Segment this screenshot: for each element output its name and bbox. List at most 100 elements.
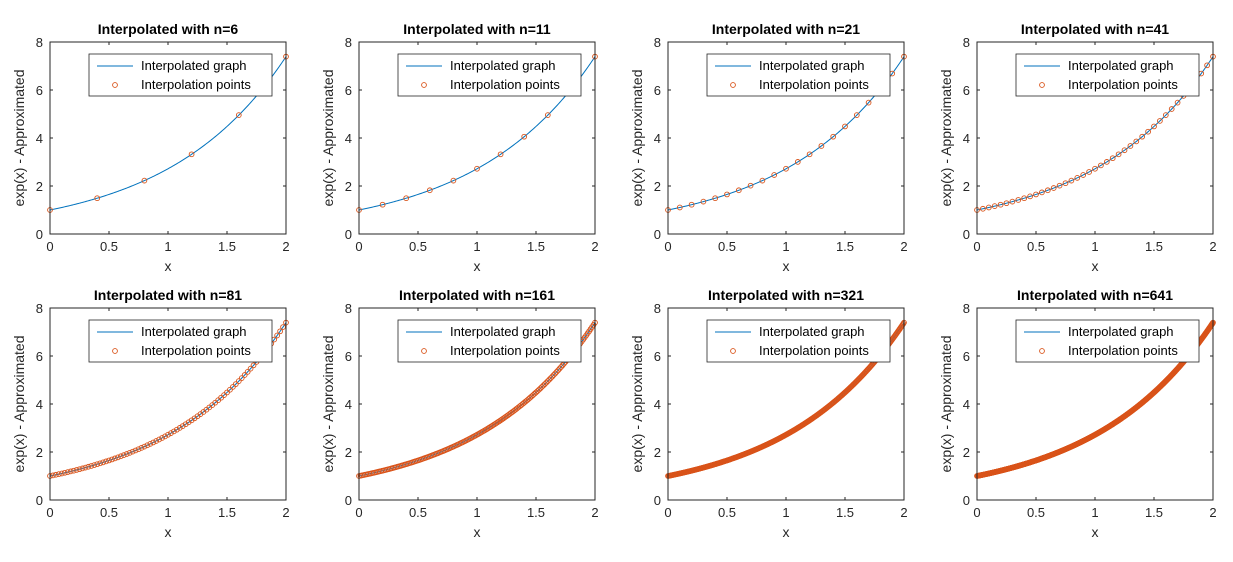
data-point — [61, 469, 68, 476]
data-point — [144, 442, 151, 449]
data-point — [853, 112, 860, 118]
data-point — [70, 467, 77, 474]
chart-title: Interpolated with n=21 — [712, 21, 860, 37]
data-point — [91, 462, 98, 468]
y-tick-label: 8 — [36, 301, 43, 316]
y-tick-label: 8 — [963, 301, 970, 316]
y-tick-label: 4 — [963, 397, 970, 412]
data-point — [1027, 193, 1033, 200]
data-point — [241, 372, 248, 378]
data-point — [783, 165, 789, 172]
y-tick-label: 8 — [654, 35, 661, 50]
data-point — [64, 469, 71, 475]
data-point — [537, 385, 544, 392]
x-tick-label: 2 — [591, 505, 598, 520]
data-point — [79, 465, 86, 472]
data-point — [171, 428, 177, 435]
data-point — [1103, 159, 1110, 165]
legend-box — [397, 319, 582, 363]
data-point — [132, 447, 139, 454]
data-point — [552, 370, 559, 377]
data-point — [162, 433, 168, 440]
x-tick-label: 2 — [1209, 239, 1216, 254]
data-point — [94, 195, 101, 202]
data-point — [559, 362, 566, 369]
y-tick-label: 4 — [963, 131, 970, 146]
data-point — [818, 143, 825, 149]
y-tick-label: 6 — [963, 83, 970, 98]
y-tick-label: 8 — [345, 35, 352, 50]
x-tick-label: 1 — [782, 239, 789, 254]
data-point — [379, 201, 386, 208]
x-tick-label: 1 — [473, 505, 480, 520]
subplot-321: Interpolated with n=321 0 0.5 1 1.5 2 0 2 4 6 8 x ex… — [629, 287, 908, 540]
legend-box — [706, 53, 891, 97]
legend-box — [1015, 53, 1200, 97]
data-point — [688, 201, 695, 208]
y-tick-label: 0 — [36, 227, 43, 242]
x-tick-label: 0.5 — [1027, 239, 1045, 254]
legend-label-interpolation-points: Interpolation points — [450, 77, 560, 92]
data-point — [97, 460, 104, 467]
data-point — [794, 159, 801, 165]
x-tick-label: 1.5 — [218, 505, 236, 520]
data-point — [747, 182, 754, 189]
y-tick-label: 6 — [36, 83, 43, 98]
data-point — [1092, 165, 1098, 172]
x-tick-label: 1 — [1091, 239, 1098, 254]
subplot-81: Interpolated with n=81 0 0.5 1 1.5 2 0 2 4 6 8 x exp… — [11, 287, 290, 540]
axes-box — [976, 41, 1214, 235]
y-tick-label: 0 — [963, 227, 970, 242]
x-tick-label: 2 — [900, 505, 907, 520]
y-tick-label: 6 — [654, 83, 661, 98]
y-tick-label: 4 — [345, 397, 352, 412]
axes-box — [49, 41, 287, 235]
y-tick-label: 6 — [345, 349, 352, 364]
y-axis-label: exp(x) - Approximated — [629, 70, 645, 207]
x-tick-label: 0.5 — [1027, 505, 1045, 520]
y-tick-label: 0 — [654, 493, 661, 508]
legend-label-interpolated-graph: Interpolated graph — [450, 324, 556, 339]
legend: Interpolated graph Interpolation points — [1015, 319, 1200, 363]
y-axis-label: exp(x) - Approximated — [320, 70, 336, 207]
data-point — [238, 375, 245, 381]
data-point — [1204, 62, 1210, 69]
data-point — [550, 372, 557, 378]
data-point — [521, 133, 528, 140]
data-point — [114, 454, 121, 461]
x-tick-label: 1 — [1091, 505, 1098, 520]
data-point — [85, 463, 92, 470]
series-line-interpolated-graph — [50, 56, 286, 211]
legend: Interpolated graph Interpolation points — [706, 319, 891, 363]
data-point — [150, 439, 157, 446]
data-point — [1062, 180, 1069, 187]
legend: Interpolated graph Interpolation points — [88, 53, 273, 97]
data-point — [1056, 182, 1063, 189]
data-point — [67, 468, 74, 475]
data-point — [540, 382, 547, 389]
x-tick-label: 0 — [973, 239, 980, 254]
chart-title: Interpolated with n=6 — [98, 21, 239, 37]
data-point — [403, 195, 410, 202]
data-point — [1109, 155, 1116, 162]
data-point — [997, 201, 1004, 208]
legend-label-interpolation-points: Interpolation points — [141, 343, 251, 358]
data-point — [280, 324, 286, 330]
chart-title: Interpolated with n=41 — [1021, 21, 1169, 37]
data-point — [865, 99, 872, 106]
data-point — [724, 191, 730, 198]
data-point — [1121, 147, 1128, 154]
data-point — [556, 365, 563, 372]
x-axis-label: x — [783, 258, 790, 274]
data-point — [1151, 123, 1157, 130]
legend-box — [1015, 319, 1200, 363]
data-point — [980, 205, 986, 212]
x-tick-label: 2 — [900, 239, 907, 254]
data-point — [120, 452, 127, 459]
data-point — [541, 381, 548, 387]
data-point — [1162, 112, 1169, 118]
y-tick-label: 6 — [345, 83, 352, 98]
series-points-interpolation-points — [974, 319, 1216, 479]
x-tick-label: 1 — [782, 505, 789, 520]
y-tick-label: 4 — [36, 397, 43, 412]
